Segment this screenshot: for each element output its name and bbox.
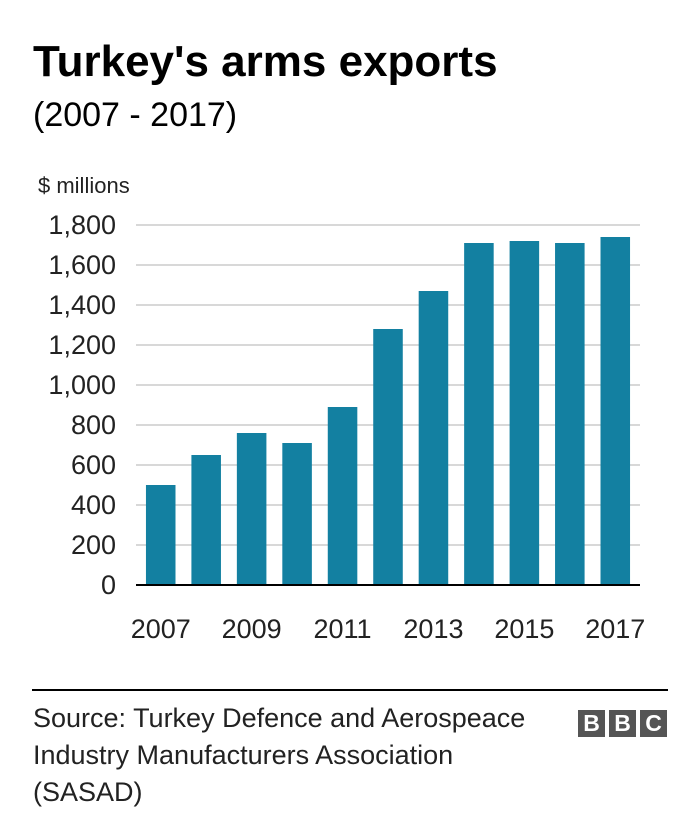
- bbc-logo-letter: B: [578, 710, 605, 737]
- bbc-logo-letter: B: [609, 710, 636, 737]
- bar-2008: [191, 455, 221, 585]
- y-tick-label: 1,200: [48, 330, 116, 360]
- bar-2010: [282, 443, 312, 585]
- y-tick-label: 0: [101, 570, 116, 600]
- x-tick-label: 2007: [131, 614, 191, 644]
- bar-2017: [600, 237, 631, 585]
- y-axis-unit-label: $ millions: [38, 173, 130, 198]
- y-tick-label: 1,400: [48, 290, 116, 320]
- bar-2013: [418, 291, 449, 585]
- bar-2009: [236, 433, 267, 585]
- y-tick-label: 1,000: [48, 370, 116, 400]
- y-tick-label: 1,800: [48, 210, 116, 240]
- bar-2007: [145, 485, 176, 585]
- x-tick-label: 2013: [403, 614, 463, 644]
- bbc-logo-letter: C: [640, 710, 667, 737]
- x-tick-label: 2009: [222, 614, 282, 644]
- bar-2015: [509, 241, 540, 585]
- chart-title: Turkey's arms exports: [33, 37, 498, 86]
- y-tick-label: 200: [71, 530, 116, 560]
- bar-2016: [555, 243, 585, 585]
- x-tick-label: 2017: [585, 614, 645, 644]
- bars: [145, 237, 631, 585]
- y-tick-label: 400: [71, 490, 116, 520]
- y-tick-label: 600: [71, 450, 116, 480]
- chart-subtitle: (2007 - 2017): [33, 96, 238, 134]
- source-note: Source: Turkey Defence and Aerospeace In…: [33, 703, 526, 807]
- y-axis-ticks: 0 200 400 600 800 1,000 1,200 1,400 1,600 1,800: [48, 210, 116, 600]
- bar-2014: [464, 243, 494, 585]
- bar-2011: [327, 407, 358, 585]
- bar-2012: [373, 329, 403, 585]
- x-tick-label: 2015: [494, 614, 554, 644]
- bar-chart: $ millions 0 200 400 600 800 1,000 1,200 1,400 1…: [38, 173, 646, 644]
- y-tick-label: 1,600: [48, 250, 116, 280]
- bbc-logo: B B C: [578, 710, 667, 737]
- footer-divider: [32, 689, 668, 691]
- y-tick-label: 800: [71, 410, 116, 440]
- x-axis-ticks: 2007 2009 2011 2013 2015 2017: [131, 614, 646, 644]
- x-tick-label: 2011: [314, 614, 372, 644]
